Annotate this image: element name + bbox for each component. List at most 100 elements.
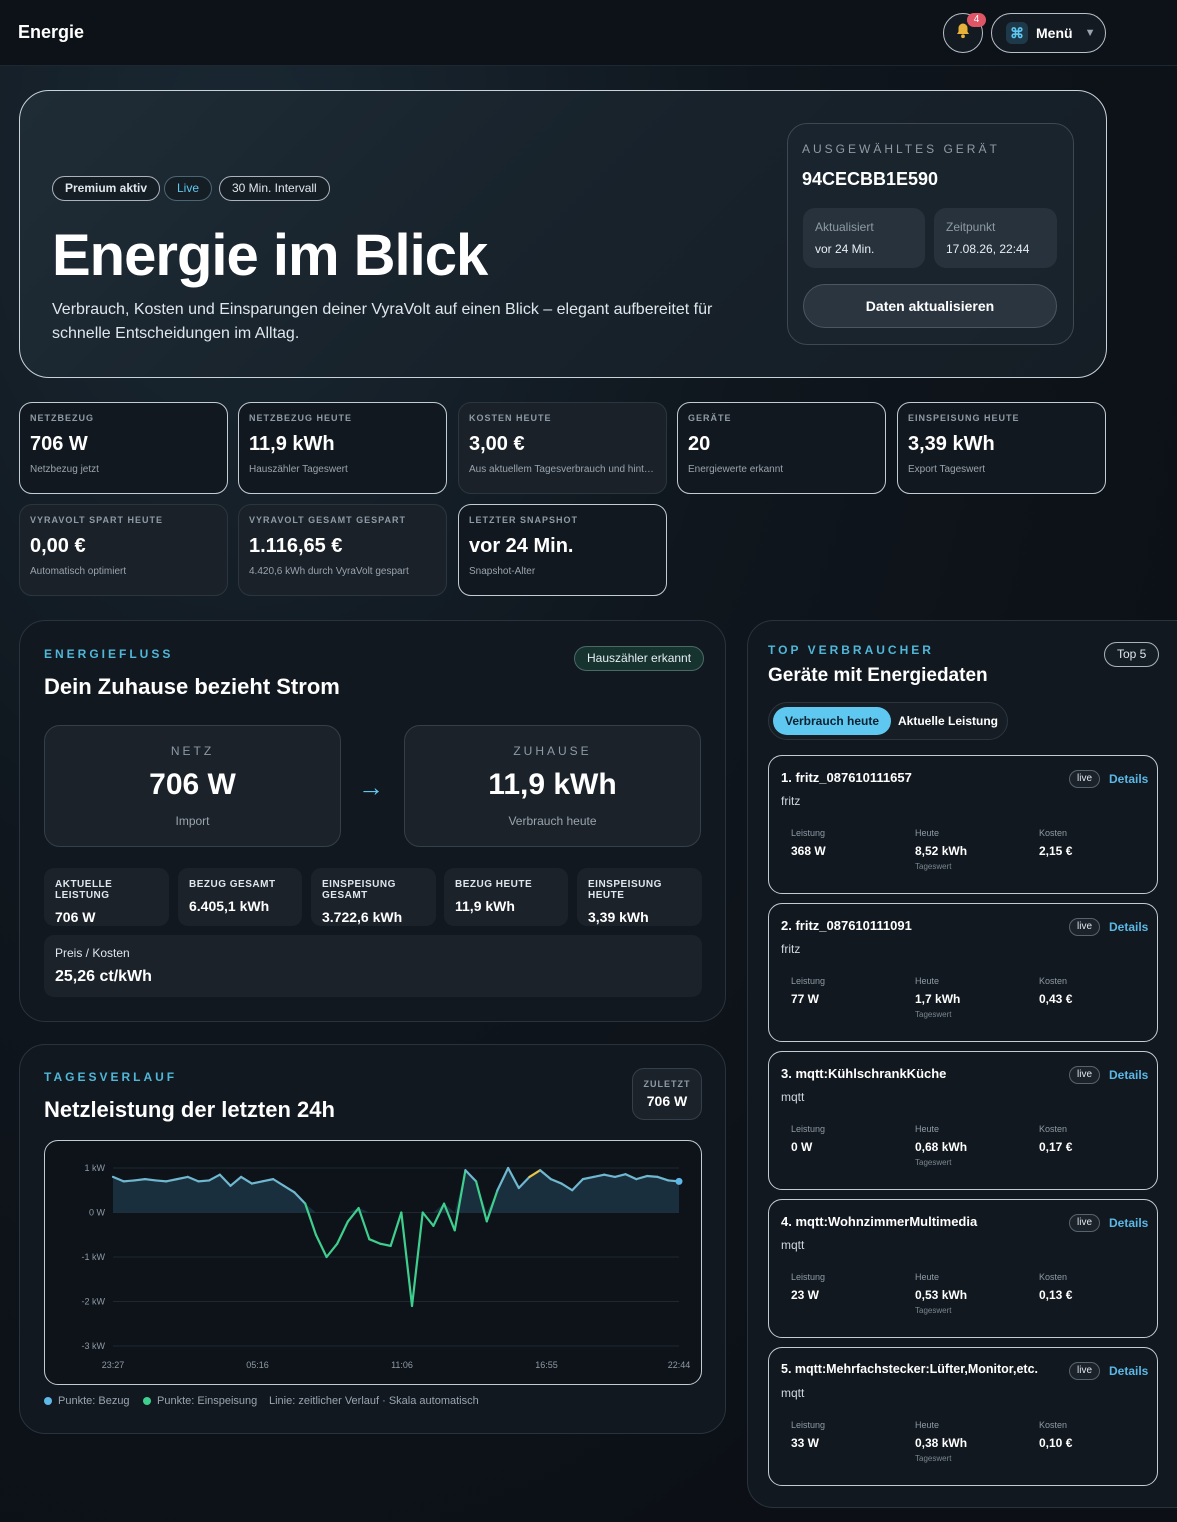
line-segment: [250, 1180, 264, 1185]
stat-value: 3,39 kWh: [908, 433, 995, 455]
live-badge: live: [1069, 918, 1101, 936]
stat-value: 11,9 kWh: [249, 433, 335, 455]
line-segment: [282, 1184, 296, 1194]
latest-label: ZULETZT: [643, 1079, 691, 1089]
today-sub: Tageswert: [915, 1010, 952, 1019]
today-value: 0,53 kWh: [915, 1288, 968, 1302]
updated-box: Aktualisiert vor 24 Min.: [803, 208, 925, 268]
tab-usage-today[interactable]: Verbrauch heute: [773, 707, 892, 735]
price-label: Preis / Kosten: [55, 946, 130, 960]
details-link[interactable]: Details: [1109, 1364, 1149, 1378]
device-id: 94CECBB1E590: [802, 169, 939, 189]
home-caption: ZUHAUSE: [513, 744, 592, 758]
consumer-name: 4. mqtt:WohnzimmerMultimedia: [781, 1214, 978, 1229]
interval-pill: 30 Min. Intervall: [219, 176, 330, 201]
cost-value: 2,15 €: [1039, 844, 1073, 858]
line-segment: [304, 1202, 318, 1236]
live-badge: live: [1069, 1214, 1101, 1232]
live-badge: live: [1069, 1066, 1101, 1084]
today-value: 0,68 kWh: [915, 1140, 968, 1154]
line-segment: [549, 1178, 563, 1185]
metric-value: 706 W: [55, 909, 96, 925]
stat-card-savings-today: VYRAVOLT SPART HEUTE 0,00 € Automatisch …: [19, 504, 228, 596]
cost-value: 0,10 €: [1039, 1436, 1073, 1450]
power-value: 33 W: [791, 1436, 820, 1450]
consumer-source: fritz: [781, 942, 801, 956]
top-consumers-title: Geräte mit Energiedaten: [768, 665, 988, 686]
y-tick-label: -1 kW: [82, 1252, 106, 1262]
stat-title: VYRAVOLT SPART HEUTE: [30, 515, 164, 525]
stat-value: 3,00 €: [469, 433, 525, 455]
energy-flow-caption: ENERGIEFLUSS: [44, 647, 174, 661]
live-pill: Live: [164, 176, 213, 201]
metric-export-today: EINSPEISUNG HEUTE 3,39 kWh: [577, 868, 702, 926]
power-value: 77 W: [791, 992, 820, 1006]
line-segment: [453, 1169, 467, 1232]
consumer-item[interactable]: 2. fritz_087610111091 fritz live Details…: [768, 903, 1158, 1042]
details-link[interactable]: Details: [1109, 1068, 1149, 1082]
details-link[interactable]: Details: [1109, 772, 1149, 786]
cost-label: Kosten: [1039, 1124, 1068, 1134]
stat-title: GERÄTE: [688, 413, 732, 423]
chevron-down-icon: ▼: [1084, 27, 1096, 39]
live-badge: live: [1069, 770, 1101, 788]
timestamp-value: 17.08.26, 22:44: [946, 242, 1030, 256]
power-label: Leistung: [791, 1124, 826, 1134]
y-tick-label: 0 W: [89, 1208, 106, 1218]
line-segment: [389, 1211, 403, 1247]
stat-title: NETZBEZUG HEUTE: [249, 413, 353, 423]
stat-sub: Export Tageswert: [908, 464, 986, 475]
consumer-item[interactable]: 1. fritz_087610111657 fritz live Details…: [768, 755, 1158, 894]
line-segment: [346, 1206, 360, 1223]
metric-label: EINSPEISUNG GESAMT: [322, 879, 396, 901]
hero-subtitle: Verbrauch, Kosten und Einsparungen deine…: [52, 301, 713, 342]
today-value: 0,38 kWh: [915, 1436, 968, 1450]
power-value: 368 W: [791, 844, 826, 858]
details-link[interactable]: Details: [1109, 1216, 1149, 1230]
latest-value-box: ZULETZT 706 W: [632, 1068, 702, 1120]
line-segment: [175, 1175, 189, 1181]
notifications-button[interactable]: [943, 13, 983, 53]
today-label: Heute: [915, 976, 940, 986]
today-sub: Tageswert: [915, 862, 952, 871]
line-segment: [613, 1173, 627, 1179]
line-segment: [218, 1173, 232, 1187]
line-segment: [143, 1178, 157, 1182]
import-area: [113, 1168, 679, 1213]
details-link[interactable]: Details: [1109, 920, 1149, 934]
y-tick-label: 1 kW: [84, 1163, 105, 1173]
line-segment: [517, 1175, 531, 1190]
stat-sub: Netzbezug jetzt: [30, 464, 99, 475]
line-segment: [560, 1182, 574, 1192]
x-tick-label: 11:06: [391, 1360, 413, 1370]
menu-button[interactable]: ⌘ Menü ▼: [991, 13, 1106, 53]
x-tick-label: 23:27: [102, 1360, 125, 1370]
line-segment: [603, 1173, 617, 1179]
power-label: Leistung: [791, 1272, 826, 1282]
stat-title: VYRAVOLT GESAMT GESPART: [249, 515, 407, 525]
consumer-item[interactable]: 5. mqtt:Mehrfachstecker:Lüfter,Monitor,e…: [768, 1347, 1158, 1486]
y-tick-label: -3 kW: [82, 1341, 106, 1351]
refresh-data-button[interactable]: Daten aktualisieren: [803, 284, 1057, 328]
tab-current-power[interactable]: Aktuelle Leistung: [898, 714, 999, 728]
line-segment: [496, 1166, 510, 1192]
stat-value: 0,00 €: [30, 535, 86, 557]
power-value: 0 W: [791, 1140, 813, 1154]
line-segment: [133, 1178, 147, 1182]
today-label: Heute: [915, 1124, 940, 1134]
line-segment: [325, 1242, 339, 1259]
legend-einspeisung-label: Punkte: Einspeisung: [157, 1395, 258, 1407]
selected-device-caption: AUSGEWÄHLTES GERÄT: [802, 142, 1000, 156]
metric-import-today: BEZUG HEUTE 11,9 kWh: [444, 868, 568, 926]
stat-sub: 4.420,6 kWh durch VyraVolt gespart: [249, 566, 409, 577]
metric-value: 11,9 kWh: [455, 898, 515, 914]
consumer-item[interactable]: 4. mqtt:WohnzimmerMultimedia mqtt live D…: [768, 1199, 1158, 1338]
stat-card-grid-import: NETZBEZUG 706 W Netzbezug jetzt: [19, 402, 228, 494]
bezug-dot-icon: [44, 1397, 52, 1405]
today-label: Heute: [915, 1272, 940, 1282]
line-segment: [186, 1175, 200, 1183]
price-value: 25,26 ct/kWh: [55, 968, 152, 985]
line-segment: [421, 1211, 435, 1227]
metric-value: 3,39 kWh: [588, 909, 649, 925]
consumer-item[interactable]: 3. mqtt:KühlschrankKüche mqtt live Detai…: [768, 1051, 1158, 1190]
